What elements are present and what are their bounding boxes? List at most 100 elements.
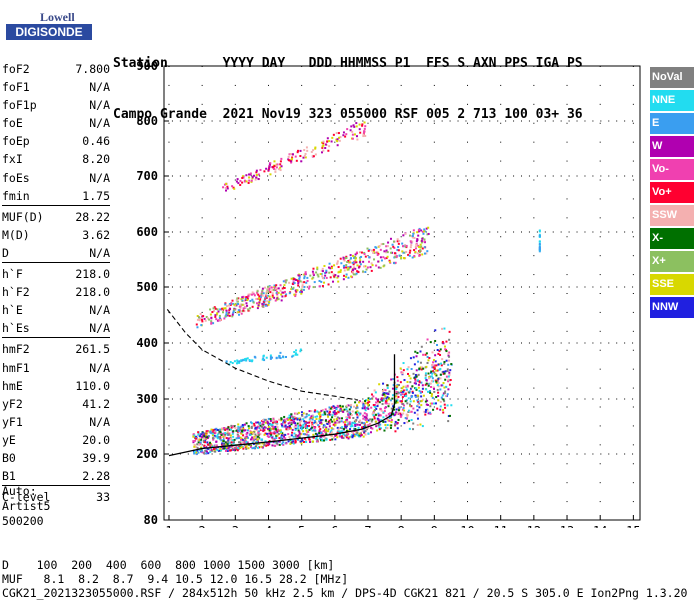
grid-dot xyxy=(235,120,237,122)
echo-point xyxy=(224,303,227,306)
echo-point xyxy=(241,441,244,444)
echo-point xyxy=(350,414,353,417)
grid-dot xyxy=(330,65,332,67)
echo-point xyxy=(339,404,342,407)
grid-dot xyxy=(386,65,388,67)
echo-point xyxy=(383,410,386,413)
grid-dot xyxy=(584,175,586,177)
legend-item: SSW xyxy=(650,205,694,226)
grid-dot xyxy=(600,453,602,455)
echo-point xyxy=(330,271,333,274)
echo-point xyxy=(419,366,422,369)
grid-dot xyxy=(227,231,229,233)
param-value: 0.46 xyxy=(82,134,110,149)
echo-point xyxy=(275,284,278,287)
grid-dot xyxy=(378,519,380,521)
grid-dot xyxy=(219,65,221,67)
echo-point xyxy=(273,432,276,435)
grid-dot xyxy=(201,482,203,484)
echo-point xyxy=(286,425,289,428)
grid-dot xyxy=(566,236,568,238)
echo-point xyxy=(402,251,405,254)
echo-point xyxy=(316,440,319,443)
grid-dot xyxy=(334,217,336,219)
echo-point xyxy=(201,320,204,323)
grid-dot xyxy=(624,175,626,177)
echo-point xyxy=(394,255,397,258)
echo-point xyxy=(447,378,450,381)
echo-point xyxy=(326,137,329,140)
grid-dot xyxy=(409,519,411,521)
echo-point xyxy=(253,422,256,425)
grid-dot xyxy=(378,398,380,400)
echo-point xyxy=(358,432,361,435)
echo-point xyxy=(313,281,316,284)
echo-point xyxy=(443,403,446,406)
grid-dot xyxy=(497,231,499,233)
echo-point xyxy=(232,430,235,433)
echo-point xyxy=(251,291,254,294)
grid-dot xyxy=(505,175,507,177)
echo-point xyxy=(358,256,361,259)
grid-dot xyxy=(521,286,522,288)
echo-point xyxy=(404,385,407,388)
echo-point xyxy=(377,424,380,427)
echo-point xyxy=(319,273,322,276)
echo-point xyxy=(284,433,287,436)
echo-point xyxy=(538,234,541,237)
echo-point xyxy=(254,178,257,181)
echo-point xyxy=(280,157,283,160)
echo-point xyxy=(377,412,380,415)
echo-point xyxy=(294,434,297,437)
grid-dot xyxy=(599,160,601,162)
echo-point xyxy=(373,389,376,392)
grid-dot xyxy=(513,398,515,400)
echo-point xyxy=(213,434,216,437)
echo-point xyxy=(225,305,228,308)
echo-point xyxy=(302,433,305,436)
echo-point xyxy=(294,441,297,444)
echo-point xyxy=(242,295,245,298)
echo-point xyxy=(418,402,421,405)
echo-point xyxy=(331,438,334,441)
echo-point xyxy=(290,413,293,416)
echo-point xyxy=(408,427,411,430)
echo-point xyxy=(268,297,271,300)
echo-point xyxy=(226,185,229,188)
echo-point xyxy=(406,402,409,405)
echo-point xyxy=(253,294,256,297)
echo-point xyxy=(356,413,359,416)
echo-point xyxy=(410,386,413,389)
grid-dot xyxy=(267,463,269,465)
grid-dot xyxy=(608,175,610,177)
echo-point xyxy=(316,415,319,418)
echo-point xyxy=(332,423,335,426)
grid-dot xyxy=(533,463,535,465)
param-row: foF1p N/A xyxy=(2,96,110,114)
echo-point xyxy=(348,261,351,264)
grid-dot xyxy=(568,519,570,521)
echo-point xyxy=(275,356,278,359)
echo-point xyxy=(406,421,409,424)
echo-point xyxy=(239,306,242,309)
grid-dot xyxy=(500,425,502,427)
grid-dot xyxy=(267,311,269,313)
echo-point xyxy=(230,302,233,305)
grid-dot xyxy=(367,236,369,238)
echo-point xyxy=(402,406,405,409)
echo-point xyxy=(365,413,368,416)
echo-point xyxy=(364,426,367,429)
echo-point xyxy=(296,418,299,421)
echo-point xyxy=(265,444,268,447)
grid-dot xyxy=(568,453,570,455)
echo-point xyxy=(200,433,203,436)
echo-point xyxy=(244,358,247,361)
grid-dot xyxy=(417,286,419,288)
echo-point xyxy=(349,254,352,257)
echo-point xyxy=(228,438,231,441)
echo-point xyxy=(399,400,402,403)
echo-point xyxy=(433,371,436,374)
grid-dot xyxy=(267,501,269,503)
echo-point xyxy=(420,241,423,244)
grid-dot xyxy=(354,65,356,67)
